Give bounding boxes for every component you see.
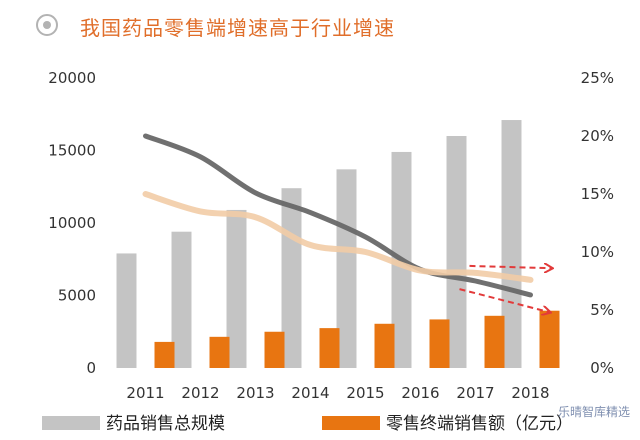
arrow-total-growth [459,288,551,312]
watermark-text: 乐晴智库精选 [557,405,630,419]
bar-retail-2017 [484,315,505,368]
x-tick-label: 2015 [346,384,384,402]
chart-header: 我国药品零售端增速高于行业增速 [0,0,640,62]
x-tick-label: 2011 [126,384,164,402]
legend-label-total: 药品销售总规模 [106,414,225,434]
x-tick-label: 2017 [456,384,494,402]
line-retail-growth [142,191,534,283]
bar-retail-2014 [319,328,340,368]
bar-retail-2011 [154,341,175,368]
y-right-tick: 15% [581,185,614,203]
x-tick-label: 2012 [181,384,219,402]
chart-title: 我国药品零售端增速高于行业增速 [80,16,395,40]
bar-total-2013 [226,209,247,368]
x-tick-label: 2013 [236,384,274,402]
bar-total-2012 [171,231,192,368]
bar-retail-2012 [209,336,230,368]
x-tick-label: 2016 [401,384,439,402]
bar-retail-2016 [429,319,450,368]
bar-total-2011 [116,253,137,368]
x-tick-label: 2014 [291,384,329,402]
legend-swatch-total [42,416,100,430]
y-left-tick: 15000 [48,142,96,160]
y-right-tick: 10% [581,243,614,261]
legend-label-retail: 零售终端销售额（亿元） [386,414,573,434]
bar-total-2018 [501,120,522,368]
y-left-tick: 5000 [58,287,96,305]
bar-retail-2018 [539,310,560,368]
title-bullet-icon [36,14,58,36]
line-total-growth [143,133,533,298]
bar-total-2017 [446,136,467,368]
bar-total-2015 [336,169,357,368]
y-left-tick: 20000 [48,69,96,87]
arrow-retail-growth [469,266,553,268]
y-right-tick: 5% [590,301,614,319]
y-left-tick: 0 [86,359,96,377]
y-right-tick: 25% [581,69,614,87]
y-right-tick: 20% [581,127,614,145]
legend-swatch-retail [322,416,380,430]
bar-retail-2013 [264,331,285,368]
y-left-tick: 10000 [48,214,96,232]
y-right-tick: 0% [590,359,614,377]
x-tick-label: 2018 [511,384,549,402]
bar-retail-2015 [374,323,395,368]
